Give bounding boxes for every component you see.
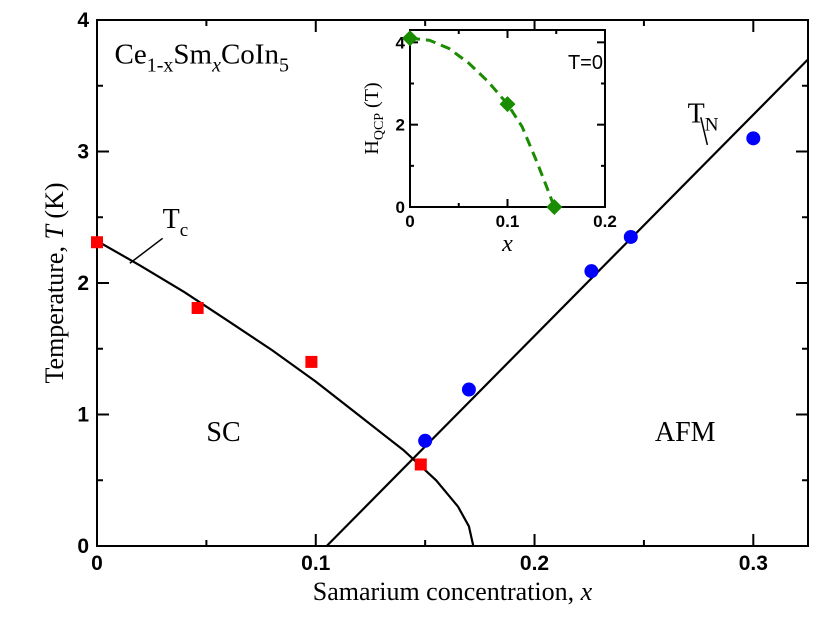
annotation-main-text: AFM bbox=[655, 417, 716, 448]
inset-y-tick-label: 2 bbox=[396, 116, 405, 135]
label-tn: TN bbox=[688, 99, 719, 136]
main-x-axis-label: Samarium concentration, x bbox=[313, 577, 593, 606]
tn-data-point bbox=[746, 131, 761, 146]
inset-y-tick-label: 4 bbox=[396, 33, 406, 52]
inset-y-axis-label: HQCP (T) bbox=[361, 82, 387, 154]
inset-curves bbox=[409, 36, 556, 208]
tc-data-point bbox=[305, 355, 318, 368]
hqcp-fit-curve bbox=[409, 36, 556, 208]
main-y-tick-label: 4 bbox=[77, 9, 89, 32]
main-y-tick-label: 3 bbox=[77, 141, 89, 164]
main-x-tick-label: 0.1 bbox=[301, 552, 331, 575]
tc-data-point bbox=[414, 458, 427, 471]
tc-leader-line bbox=[129, 237, 164, 264]
inset-plot: 0 0.1 0.2 0 2 4 T=0 x HQCP (T) bbox=[361, 29, 617, 257]
inset-points bbox=[402, 30, 563, 215]
main-y-tick-label: 1 bbox=[77, 404, 89, 427]
tc-boundary-line bbox=[96, 239, 475, 547]
label-tc: Tc bbox=[163, 204, 189, 241]
main-y-tick-label: 0 bbox=[77, 535, 89, 558]
main-ylabel-text: Temperature, bbox=[40, 240, 69, 384]
tn-leader-line bbox=[700, 117, 709, 146]
main-curves bbox=[96, 58, 809, 547]
tn-data-point bbox=[461, 382, 476, 397]
formula-sm: Sm bbox=[173, 38, 212, 70]
annotation-subscript: c bbox=[180, 220, 188, 241]
formula-coin: CoIn bbox=[221, 38, 279, 70]
main-xlabel-text: Samarium concentration, bbox=[313, 577, 581, 606]
inset-x-tick-label: 0.1 bbox=[496, 212, 520, 231]
formula-ce: Ce bbox=[115, 38, 147, 70]
hqcp-data-point bbox=[546, 199, 563, 215]
main-xlabel-variable: x bbox=[580, 577, 593, 606]
main-ylabel-variable: T bbox=[40, 224, 69, 240]
inset-x-tick-label: 0 bbox=[405, 212, 414, 231]
main-axis-ticks: 0 0.1 0.2 0.3 0 1 2 3 4 bbox=[77, 9, 808, 575]
annotation-subscript: N bbox=[705, 115, 719, 136]
tc-data-point bbox=[191, 301, 204, 314]
tn-data-point bbox=[584, 264, 599, 279]
formula-sm-subscript: x bbox=[211, 54, 221, 76]
inset-plot-frame bbox=[409, 29, 606, 208]
inset-x-axis-label: x bbox=[501, 231, 513, 257]
inset-ylabel-suffix: (T) bbox=[361, 82, 383, 113]
main-x-tick-label: 0.3 bbox=[739, 552, 768, 575]
annotation-main-text: T bbox=[688, 99, 705, 130]
region-label-afm: AFM bbox=[655, 417, 716, 448]
main-y-axis-label: Temperature, T (K) bbox=[40, 182, 69, 383]
main-x-tick-label: 0.2 bbox=[520, 552, 549, 575]
tc-data-point bbox=[91, 236, 103, 249]
annotation-main-text: SC bbox=[206, 417, 240, 448]
tn-data-point bbox=[418, 433, 433, 448]
tn-data-point bbox=[623, 229, 638, 244]
main-y-tick-label: 2 bbox=[77, 272, 89, 295]
inset-t0-label: T=0 bbox=[568, 52, 603, 74]
main-ylabel-unit: (K) bbox=[40, 182, 69, 225]
region-label-sc: SC bbox=[206, 417, 240, 448]
inset-ylabel-subscript: QCP bbox=[372, 113, 387, 140]
main-points bbox=[91, 131, 761, 471]
inset-x-tick-label: 0.2 bbox=[593, 212, 617, 231]
formula-coin-subscript: 5 bbox=[279, 54, 289, 76]
inset-ylabel-base: H bbox=[361, 140, 383, 154]
hqcp-data-point bbox=[499, 96, 516, 113]
formula-ce-subscript: 1-x bbox=[147, 54, 174, 76]
tn-boundary-line bbox=[325, 58, 809, 547]
compound-formula: Ce1-xSmxCoIn5 bbox=[115, 38, 289, 76]
main-x-tick-label: 0 bbox=[91, 552, 103, 575]
inset-y-tick-label: 0 bbox=[396, 198, 405, 217]
hqcp-data-point bbox=[402, 30, 418, 47]
annotation-main-text: T bbox=[163, 204, 180, 235]
